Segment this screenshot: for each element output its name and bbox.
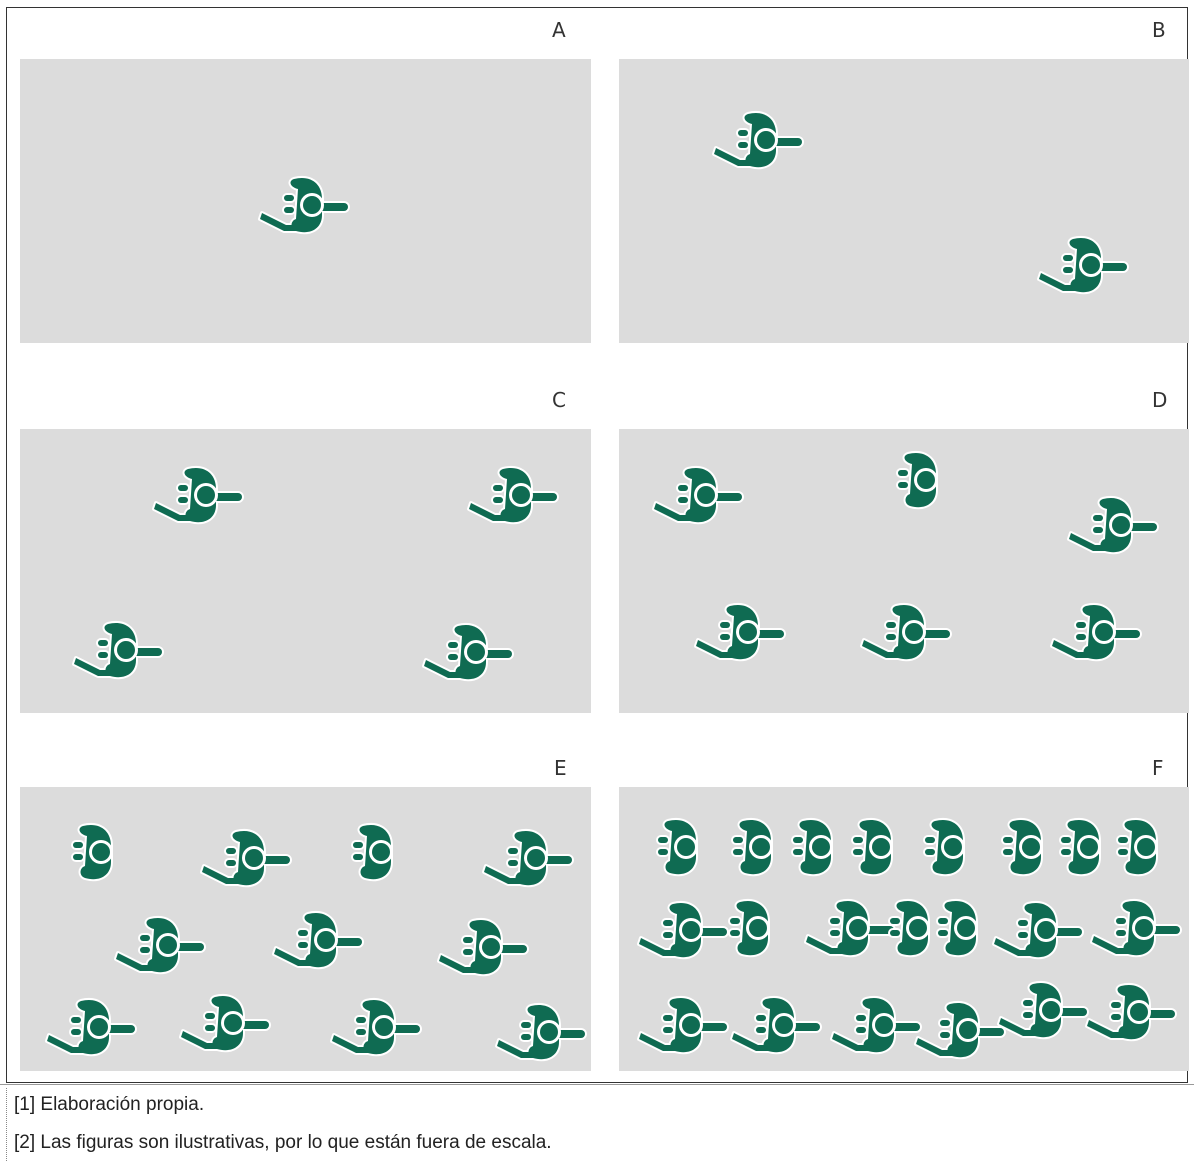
person-with-device-icon — [1037, 236, 1129, 295]
person-with-device-icon — [1090, 899, 1182, 958]
panel-b — [619, 59, 1189, 343]
person-with-device-icon — [694, 603, 786, 662]
person-with-device-icon — [495, 1003, 587, 1062]
person-with-device-icon — [482, 829, 574, 888]
person-with-device-icon — [712, 111, 804, 170]
person-with-device-icon — [179, 994, 271, 1053]
person-with-device-icon — [637, 996, 729, 1055]
person-with-device-icon — [637, 901, 729, 960]
person-with-device-icon — [200, 829, 292, 888]
person-icon — [791, 818, 833, 877]
person-icon — [936, 899, 978, 958]
person-with-device-icon — [467, 466, 559, 525]
person-icon — [731, 818, 773, 877]
person-with-device-icon — [422, 623, 514, 682]
panel-label-f: F — [1152, 756, 1164, 780]
person-with-device-icon — [437, 918, 529, 977]
person-with-device-icon — [860, 603, 952, 662]
person-with-device-icon — [330, 998, 422, 1057]
person-with-device-icon — [730, 996, 822, 1055]
divider — [0, 1084, 1194, 1085]
panel-label-b: B — [1152, 18, 1166, 42]
notes-marker — [6, 1088, 7, 1161]
person-icon — [896, 451, 938, 510]
person-with-device-icon — [258, 176, 350, 235]
person-icon — [656, 818, 698, 877]
panel-label-e: E — [554, 756, 567, 780]
person-with-device-icon — [992, 901, 1084, 960]
person-with-device-icon — [804, 899, 896, 958]
person-with-device-icon — [997, 981, 1089, 1040]
panel-label-a: A — [552, 18, 566, 42]
person-with-device-icon — [652, 466, 744, 525]
person-with-device-icon — [45, 998, 137, 1057]
panel-label-c: C — [552, 388, 566, 412]
person-icon — [888, 899, 930, 958]
person-with-device-icon — [1067, 496, 1159, 555]
person-icon — [351, 823, 393, 882]
person-with-device-icon — [72, 621, 164, 680]
person-icon — [1116, 818, 1158, 877]
person-with-device-icon — [914, 1001, 1006, 1060]
person-icon — [728, 899, 770, 958]
person-with-device-icon — [152, 466, 244, 525]
note-1: [1] Elaboración propia. — [14, 1094, 205, 1115]
person-icon — [71, 823, 113, 882]
person-icon — [1001, 818, 1043, 877]
person-icon — [851, 818, 893, 877]
person-with-device-icon — [114, 916, 206, 975]
person-with-device-icon — [1050, 603, 1142, 662]
person-icon — [1059, 818, 1101, 877]
person-icon — [923, 818, 965, 877]
person-with-device-icon — [272, 911, 364, 970]
note-2: [2] Las figuras son ilustrativas, por lo… — [14, 1132, 552, 1153]
person-with-device-icon — [830, 996, 922, 1055]
panel-label-d: D — [1152, 388, 1168, 412]
person-with-device-icon — [1085, 983, 1177, 1042]
